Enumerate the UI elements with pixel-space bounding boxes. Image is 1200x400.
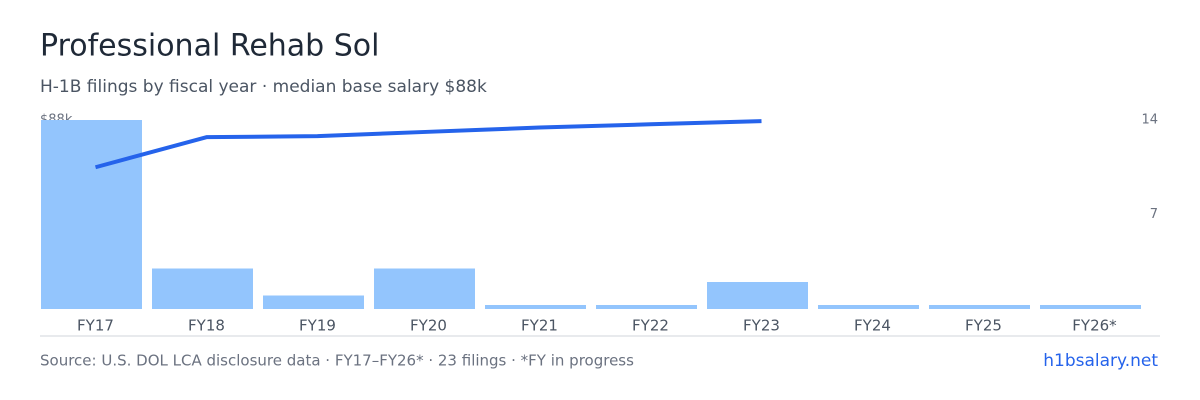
bar: [263, 295, 364, 309]
x-tick-label: FY25: [965, 317, 1002, 335]
x-tick-label: FY20: [410, 317, 447, 335]
x-tick-label: FY18: [188, 317, 225, 335]
x-tick-label: FY23: [743, 317, 780, 335]
chart-subtitle: H-1B filings by fiscal year · median bas…: [40, 77, 487, 97]
bar: [41, 120, 142, 309]
bar: [374, 268, 475, 309]
x-tick-label: FY17: [77, 317, 114, 335]
brand-link[interactable]: h1bsalary.net: [1043, 351, 1158, 371]
x-tick-label: FY24: [854, 317, 891, 335]
bar: [152, 268, 253, 309]
x-tick-label: FY19: [299, 317, 336, 335]
salary-line: [94, 119, 762, 170]
x-tick-label: FY26*: [1072, 317, 1117, 335]
y2-tick-label: 7: [1150, 207, 1158, 222]
bar: [1040, 305, 1141, 309]
x-tick-label: FY22: [632, 317, 669, 335]
bar: [596, 305, 697, 309]
chart-title: Professional Rehab Sol: [40, 29, 380, 64]
bar: [929, 305, 1030, 309]
source-note: Source: U.S. DOL LCA disclosure data · F…: [40, 352, 634, 370]
bar: [818, 305, 919, 309]
bar: [485, 305, 586, 309]
x-tick-label: FY21: [521, 317, 558, 335]
bar: [707, 282, 808, 309]
y2-tick-label: 14: [1141, 113, 1158, 128]
